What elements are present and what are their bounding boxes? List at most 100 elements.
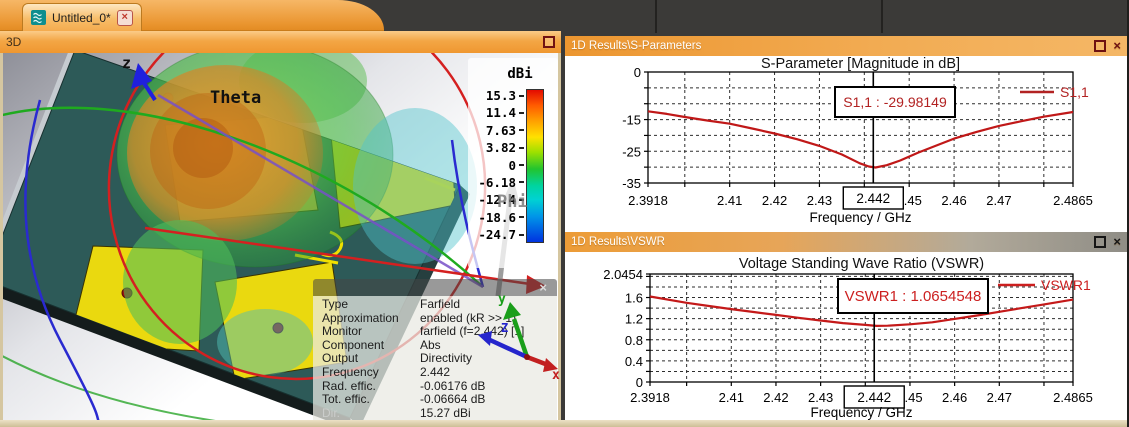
panel-3d-titlebar[interactable]: 3D xyxy=(0,31,561,53)
maximize-icon[interactable] xyxy=(543,36,555,48)
x-arrow-icon xyxy=(543,358,558,372)
legend-label[interactable]: VSWR1 xyxy=(1041,277,1091,293)
farfield-info-titlebar[interactable]: × xyxy=(313,279,557,296)
marker-annotation-box[interactable] xyxy=(837,278,989,314)
maximize-icon[interactable] xyxy=(1094,40,1107,52)
document-tab-label: Untitled_0* xyxy=(52,10,111,25)
document-tab[interactable]: Untitled_0* × xyxy=(22,3,142,31)
svg-text:2.442: 2.442 xyxy=(857,390,891,405)
svg-text:0.8: 0.8 xyxy=(625,333,643,348)
phi-ring-lower xyxy=(3,355,216,420)
vswr-curve xyxy=(649,295,1074,327)
divider-line xyxy=(655,0,657,33)
s-parameters-plot-area[interactable]: 2.39182.412.422.432.442.452.462.472.4865… xyxy=(565,56,1127,233)
document-tab-bar: Untitled_0* × xyxy=(0,0,384,31)
svg-text:1.2: 1.2 xyxy=(625,312,643,327)
svg-text:2.47: 2.47 xyxy=(986,193,1011,208)
s-parameter-chart: 2.39182.412.422.432.442.452.462.472.4865… xyxy=(622,56,1093,225)
x-axis-label: x xyxy=(552,368,560,380)
document-icon xyxy=(31,10,46,25)
colorbar-title: dBi xyxy=(507,66,533,82)
viewport-3d[interactable]: Theta z dBi 15.3 11.4 7.63 3.82 0 -6.18 -12.4 -… xyxy=(0,53,561,420)
farfield-info-body: Type Farfield Approximation enabled (kR >> … xyxy=(313,296,557,420)
panel-bottom-border xyxy=(0,420,1127,427)
blue-ring-right xyxy=(450,139,485,288)
colorbar-legend: dBi 15.3 11.4 7.63 3.82 0 -6.18 -12.4 -18.6 -24.… xyxy=(468,58,558,268)
svg-text:0: 0 xyxy=(634,65,641,80)
x-axis-title: Frequency / GHz xyxy=(810,405,912,420)
phi-label: Phi xyxy=(497,192,528,212)
svg-text:-15: -15 xyxy=(622,113,641,128)
svg-text:2.43: 2.43 xyxy=(807,193,832,208)
panel-s-parameters: 1D Results\S-Parameters × 2.3918 2.41 2.42… xyxy=(565,36,1127,233)
feed-trace xyxy=(424,176,456,192)
svg-text:2.47: 2.47 xyxy=(987,390,1012,405)
vswr-chart: 2.39182.412.422.432.442.452.462.472.4865… xyxy=(603,256,1093,420)
farfield-pattern xyxy=(116,53,477,375)
svg-text:2.46: 2.46 xyxy=(942,390,967,405)
vswr-plot-area[interactable]: 2.39182.412.422.432.442.452.462.472.4865… xyxy=(565,252,1127,425)
s-parameters-title: 1D Results\S-Parameters xyxy=(571,40,702,52)
info-row: Approximation enabled (kR >> 1) xyxy=(322,310,517,325)
panel-3d-title: 3D xyxy=(6,35,22,49)
info-row: Dir. 15.27 dBi xyxy=(322,405,471,420)
farfield-info-panel: × Type Farfield Approximation enabled (kR >… xyxy=(313,279,557,420)
y-axis-label: y xyxy=(498,292,506,307)
colorbar-tick-label: 0 xyxy=(468,158,524,173)
colorbar-tick-label: -24.7 xyxy=(468,227,524,242)
svg-text:-25: -25 xyxy=(622,144,641,159)
svg-text:2.42: 2.42 xyxy=(762,193,787,208)
info-row: Type Farfield xyxy=(322,297,461,311)
info-row: Component Abs xyxy=(322,337,441,352)
svg-text:2.42: 2.42 xyxy=(763,390,788,405)
axes-triad: y Z x xyxy=(478,292,560,380)
s11-curve xyxy=(647,110,1074,169)
close-icon[interactable]: × xyxy=(1113,38,1121,53)
legend-label[interactable]: S1,1 xyxy=(1060,84,1089,100)
marker-axis-value-box[interactable] xyxy=(842,186,904,210)
marker-axis-value-box[interactable] xyxy=(843,385,905,409)
vswr-title: 1D Results\VSWR xyxy=(571,236,665,248)
z-axis-label: z xyxy=(122,54,131,72)
window-right-edge xyxy=(1127,0,1129,427)
svg-text:2.43: 2.43 xyxy=(808,390,833,405)
x-axis-title: Frequency / GHz xyxy=(809,210,911,225)
info-row: Monitor farfield (f=2.442) [1] xyxy=(322,324,525,339)
z-triad-label: Z xyxy=(501,321,508,335)
y-arrow-icon xyxy=(503,302,521,320)
svg-text:1.6: 1.6 xyxy=(625,291,643,306)
panel-3d-view: 3D xyxy=(0,31,561,420)
s-parameters-titlebar[interactable]: 1D Results\S-Parameters × xyxy=(565,36,1127,56)
info-row: Frequency 2.442 xyxy=(322,364,451,379)
svg-text:0: 0 xyxy=(636,375,643,390)
colorbar-tick-label: -6.18 xyxy=(468,175,524,190)
chart-title: S-Parameter [Magnitude in dB] xyxy=(761,56,960,72)
tab-close-icon[interactable]: × xyxy=(116,9,133,26)
colorbar-tick-label: 15.3 xyxy=(468,88,524,103)
colorbar-tick-label: 3.82 xyxy=(468,140,524,155)
svg-text:2.46: 2.46 xyxy=(941,193,966,208)
svg-text:VSWR1 : 1.0654548: VSWR1 : 1.0654548 xyxy=(845,288,982,305)
phi-axis-line xyxy=(157,93,484,289)
svg-text:2.41: 2.41 xyxy=(719,390,744,405)
close-icon[interactable]: × xyxy=(1113,234,1121,249)
colorbar-labels: 15.3 11.4 7.63 3.82 0 -6.18 -12.4 -18.6 -24.7 xyxy=(468,88,524,242)
chart-title: Voltage Standing Wave Ratio (VSWR) xyxy=(739,256,984,272)
svg-text:2.3918: 2.3918 xyxy=(628,193,668,208)
info-row: Rad. effic. -0.06176 dB xyxy=(322,378,486,393)
svg-text:2.0454: 2.0454 xyxy=(603,267,643,282)
marker-annotation-box[interactable] xyxy=(834,86,956,118)
colorbar-gradient xyxy=(526,89,544,243)
z-axis-arrow xyxy=(131,63,157,102)
blue-ring xyxy=(24,99,100,420)
maximize-icon[interactable] xyxy=(1094,236,1107,248)
svg-text:2.4865: 2.4865 xyxy=(1053,193,1093,208)
colorbar-tick-label: -18.6 xyxy=(468,210,524,225)
colorbar-tick-label: 11.4 xyxy=(468,105,524,120)
z-arrow-icon xyxy=(478,331,492,346)
svg-text:-35: -35 xyxy=(622,176,641,191)
vswr-titlebar[interactable]: 1D Results\VSWR × xyxy=(565,232,1127,252)
close-icon[interactable]: × xyxy=(539,280,547,295)
svg-text:2.4865: 2.4865 xyxy=(1053,390,1093,405)
